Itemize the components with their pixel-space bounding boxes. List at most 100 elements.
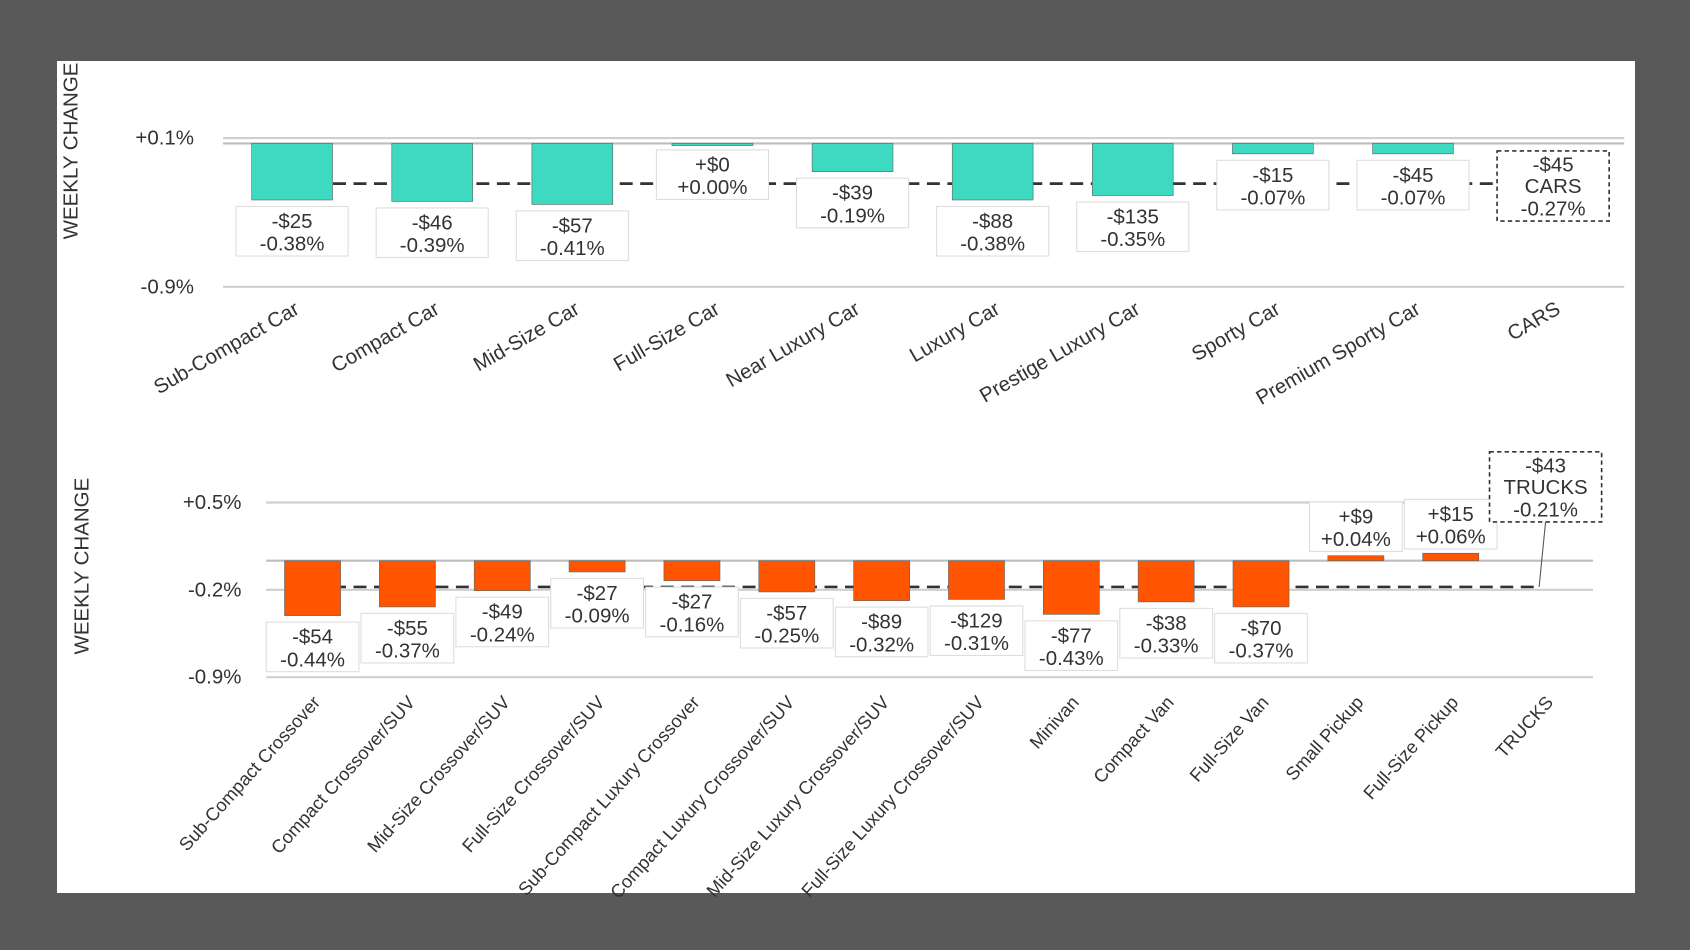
data-label-box bbox=[360, 612, 455, 664]
data-label-usd: +$0 bbox=[695, 153, 730, 176]
data-label-usd: -$135 bbox=[1107, 206, 1159, 229]
data-label-box bbox=[834, 606, 929, 658]
bar bbox=[1232, 143, 1314, 155]
data-label-pct: +0.06% bbox=[1416, 526, 1486, 549]
data-label-box bbox=[645, 586, 739, 638]
data-label-box bbox=[375, 207, 489, 259]
x-tick-label: Luxury Car bbox=[906, 297, 1004, 367]
bar bbox=[811, 143, 894, 173]
x-tick-label: Compact Car bbox=[327, 297, 443, 377]
bar bbox=[379, 560, 436, 608]
x-tick-label: Mid-Size Luxury Crossover/SUV bbox=[702, 691, 894, 901]
data-label-box bbox=[235, 205, 349, 257]
y-tick-label: -0.2% bbox=[188, 578, 241, 601]
data-label-box bbox=[1356, 159, 1470, 211]
bar bbox=[663, 560, 721, 582]
bar bbox=[1232, 560, 1290, 608]
data-label-pct: -0.24% bbox=[470, 623, 535, 646]
y-tick-label: +0.1% bbox=[135, 126, 194, 149]
summary-name: CARS bbox=[1525, 175, 1582, 198]
data-label-box bbox=[1024, 620, 1119, 671]
data-label-pct: -0.07% bbox=[1240, 187, 1305, 210]
x-tick-label: Full-Size Car bbox=[610, 297, 724, 376]
y-tick-label: +0.5% bbox=[183, 491, 242, 514]
data-label-usd: -$55 bbox=[387, 617, 428, 640]
data-label-usd: -$77 bbox=[1051, 624, 1092, 647]
bar bbox=[951, 143, 1034, 201]
y-tick-label: -0.9% bbox=[188, 666, 241, 689]
x-tick-label: Minivan bbox=[1025, 692, 1083, 753]
summary-usd: -$45 bbox=[1533, 153, 1574, 176]
data-label-usd: -$49 bbox=[482, 601, 523, 624]
bar bbox=[1042, 560, 1100, 615]
summary-box bbox=[1496, 150, 1610, 222]
summary-pct: -0.27% bbox=[1521, 198, 1586, 221]
data-label-box bbox=[1308, 501, 1403, 552]
data-label-box bbox=[655, 149, 770, 201]
data-label-box bbox=[795, 177, 910, 229]
data-label-box bbox=[739, 597, 834, 649]
data-label-usd: -$25 bbox=[272, 210, 313, 233]
data-label-pct: -0.38% bbox=[960, 233, 1025, 256]
bar bbox=[1137, 560, 1195, 603]
bar bbox=[1092, 143, 1174, 196]
data-label-pct: -0.41% bbox=[540, 237, 605, 260]
data-label-pct: -0.07% bbox=[1381, 187, 1446, 210]
bar bbox=[1327, 555, 1385, 562]
data-label-usd: -$27 bbox=[671, 591, 712, 614]
data-label-usd: +$15 bbox=[1428, 503, 1474, 526]
data-label-usd: -$89 bbox=[861, 611, 902, 634]
data-label-usd: +$9 bbox=[1339, 505, 1374, 528]
data-label-pct: -0.44% bbox=[280, 648, 345, 671]
y-axis-title: WEEKLY CHANGE bbox=[60, 63, 83, 240]
data-label-usd: -$129 bbox=[950, 609, 1002, 632]
bar bbox=[531, 143, 614, 205]
summary-usd: -$43 bbox=[1525, 454, 1566, 477]
data-label-pct: -0.39% bbox=[400, 234, 465, 257]
bar bbox=[853, 560, 910, 601]
data-label-pct: -0.19% bbox=[820, 204, 885, 227]
data-label-usd: -$39 bbox=[832, 182, 873, 205]
bar bbox=[758, 560, 816, 593]
x-tick-label: Full-Size Luxury Crossover/SUV bbox=[797, 691, 989, 901]
data-label-pct: -0.37% bbox=[1229, 640, 1294, 663]
x-tick-label: Mid-Size Car bbox=[470, 297, 584, 376]
x-tick-label: Sub-Compact Car bbox=[150, 297, 303, 399]
data-label-usd: -$15 bbox=[1252, 164, 1293, 187]
bar bbox=[948, 560, 1005, 600]
y-tick-label: -0.9% bbox=[141, 275, 194, 298]
summary-pct: -0.21% bbox=[1513, 499, 1578, 522]
bar bbox=[391, 143, 473, 202]
data-label-pct: -0.32% bbox=[849, 633, 914, 656]
data-label-pct: -0.16% bbox=[660, 613, 725, 636]
summary-name: TRUCKS bbox=[1504, 476, 1588, 499]
x-tick-label: Near Luxury Car bbox=[722, 297, 864, 392]
data-label-pct: -0.37% bbox=[375, 640, 440, 663]
data-label-box bbox=[550, 577, 644, 629]
data-label-usd: -$45 bbox=[1393, 164, 1434, 187]
data-label-box bbox=[455, 596, 550, 648]
data-label-box bbox=[936, 205, 1050, 257]
data-label-usd: -$54 bbox=[292, 626, 333, 649]
data-label-box bbox=[1216, 159, 1330, 211]
x-tick-label: Compact Luxury Crossover/SUV bbox=[606, 691, 799, 902]
data-label-pct: -0.31% bbox=[944, 632, 1009, 655]
data-label-usd: -$46 bbox=[412, 211, 453, 234]
x-tick-label: Sporty Car bbox=[1188, 297, 1284, 366]
x-tick-label: Compact Van bbox=[1089, 692, 1178, 788]
x-tick-label: Sub-Compact Luxury Crossover bbox=[514, 692, 704, 900]
data-label-pct: +0.00% bbox=[677, 176, 747, 199]
bar bbox=[1372, 143, 1454, 155]
data-label-box bbox=[1076, 201, 1190, 253]
x-tick-label: Full-Size Pickup bbox=[1359, 692, 1462, 804]
data-label-pct: -0.09% bbox=[565, 605, 630, 628]
bar bbox=[1422, 552, 1480, 562]
data-label-box bbox=[1403, 498, 1498, 550]
data-label-box bbox=[515, 210, 629, 262]
data-label-usd: -$57 bbox=[766, 602, 807, 625]
data-label-usd: -$27 bbox=[577, 582, 618, 605]
data-label-box bbox=[929, 605, 1024, 657]
data-label-pct: +0.04% bbox=[1321, 528, 1391, 551]
data-label-box bbox=[265, 621, 360, 673]
